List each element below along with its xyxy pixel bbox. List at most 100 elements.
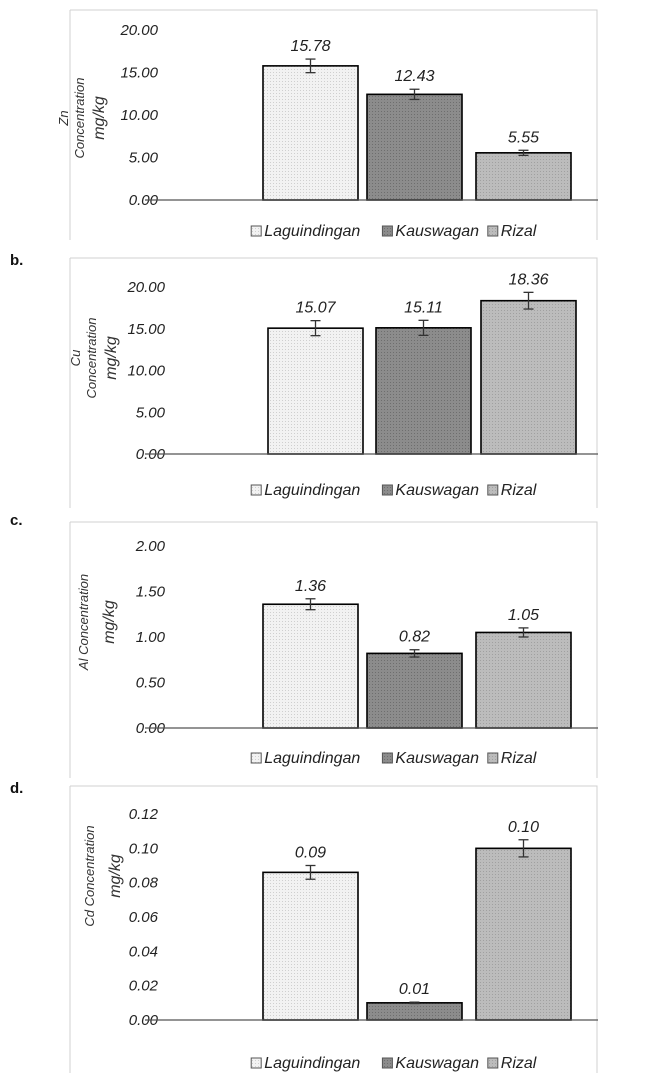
y-tick-label: 2.00 — [135, 538, 166, 555]
data-label: 0.09 — [295, 845, 326, 862]
legend-swatch — [381, 484, 393, 496]
error-bar — [305, 598, 316, 611]
y-tick-label: 10.00 — [127, 363, 165, 380]
legend-entry: Laguindingan — [264, 223, 360, 240]
legend-swatch — [381, 225, 393, 237]
legend-entry: Laguindingan — [264, 482, 360, 499]
y-tick-label: 1.50 — [136, 584, 166, 601]
chart-frame — [70, 9, 598, 240]
y-axis-title: Cd Concentration — [82, 825, 97, 926]
cd-bar-chart: 0.00 0.02 0.04 0.06 0.08 0.10 0.12 Cd Concentra… — [69, 785, 598, 1073]
y-axis-title: mg/kg — [91, 96, 108, 140]
data-label: 0.01 — [399, 981, 430, 998]
data-label: 5.55 — [508, 129, 539, 146]
bar-laguindingan — [262, 65, 359, 201]
error-bar — [409, 1001, 420, 1005]
data-label: 1.36 — [295, 578, 326, 595]
data-label: 1.05 — [508, 607, 539, 624]
y-tick-label: 0.02 — [129, 978, 159, 995]
legend-entry: Laguindingan — [264, 1055, 360, 1072]
chart-frame — [70, 257, 598, 508]
y-axis-title: Al Concentration — [76, 574, 91, 671]
bar-kauswagan — [366, 652, 463, 729]
panel-letter-d: d. — [10, 780, 24, 797]
error-bar — [518, 839, 529, 858]
error-bar — [409, 88, 420, 101]
bar-laguindingan — [262, 603, 359, 729]
legend-swatch — [487, 225, 499, 237]
legend-swatch — [487, 752, 499, 764]
legend-swatch — [381, 1057, 393, 1069]
bar-kauswagan — [366, 93, 463, 201]
y-axis-title: mg/kg — [107, 854, 124, 898]
legend-entry: Rizal — [501, 223, 537, 240]
error-bar — [409, 649, 420, 658]
y-tick-label: 15.00 — [127, 321, 165, 338]
y-tick-label: 0.50 — [136, 675, 166, 692]
bar-rizal — [475, 152, 572, 201]
y-axis-title: Cu — [68, 350, 83, 367]
legend-entry: Rizal — [501, 482, 537, 499]
zn-chart-panel: 0.00 5.00 10.00 15.00 20.00 Zn Concentration mg… — [0, 0, 667, 250]
al-chart-panel: c. 0.00 0.50 1.00 1.50 2.00 Al Concentration m… — [0, 510, 667, 780]
bar-rizal — [475, 631, 572, 729]
y-tick-label: 20.00 — [119, 22, 158, 39]
error-bar — [523, 291, 534, 310]
chart-frame — [70, 521, 598, 778]
y-tick-label: 15.00 — [120, 65, 158, 82]
legend-swatch — [487, 1057, 499, 1069]
data-label: 0.10 — [508, 819, 539, 836]
legend-swatch — [381, 752, 393, 764]
legend-swatch — [250, 225, 262, 237]
data-label: 15.11 — [404, 299, 443, 316]
error-bar — [310, 320, 321, 337]
panel-letter-c: c. — [10, 512, 23, 529]
y-tick-label: 20.00 — [126, 279, 165, 296]
legend-swatch — [250, 484, 262, 496]
error-bar — [305, 58, 316, 74]
data-label: 18.36 — [508, 271, 548, 288]
bar-kauswagan — [366, 1002, 463, 1021]
y-tick-label: 10.00 — [120, 107, 158, 124]
legend: Laguindingan Kauswagan Rizal — [250, 1055, 537, 1072]
cd-chart-panel: d. 0.00 0.02 0.04 0.06 0.08 0.10 0.12 Cd Concen… — [0, 778, 667, 1073]
y-tick-label: 0.10 — [129, 840, 159, 857]
legend-entry: Rizal — [501, 750, 537, 767]
bar-laguindingan — [267, 327, 364, 455]
data-label: 12.43 — [394, 68, 434, 85]
y-tick-label: 0.00 — [129, 1012, 159, 1029]
y-axis-title: Zn — [56, 110, 71, 126]
y-axis-title: mg/kg — [103, 336, 120, 380]
zn-bar-chart: 0.00 5.00 10.00 15.00 20.00 Zn Concentration mg… — [56, 9, 598, 240]
y-tick-label: 0.08 — [129, 875, 159, 892]
bar-laguindingan — [262, 871, 359, 1021]
data-label: 0.82 — [399, 629, 430, 646]
y-tick-label: 1.00 — [136, 629, 166, 646]
y-tick-label: 0.12 — [129, 806, 159, 823]
cu-chart-panel: b. 0.00 5.00 10.00 15.00 20.00 Cu Concentratio… — [0, 250, 667, 512]
y-axis-title: mg/kg — [101, 600, 118, 644]
legend-entry: Kauswagan — [395, 750, 479, 767]
legend-entry: Kauswagan — [395, 482, 479, 499]
data-label: 15.07 — [295, 300, 336, 317]
legend-entry: Rizal — [501, 1055, 537, 1072]
y-axis-title: Concentration — [84, 318, 99, 399]
legend-entry: Laguindingan — [264, 750, 360, 767]
y-tick-label: 0.06 — [129, 909, 159, 926]
y-tick-label: 0.04 — [129, 943, 158, 960]
bar-kauswagan — [375, 327, 472, 455]
bar-rizal — [475, 847, 572, 1021]
legend-swatch — [250, 752, 262, 764]
panel-letter-b: b. — [10, 252, 24, 269]
legend: Laguindingan Kauswagan Rizal — [250, 750, 537, 767]
legend-entry: Kauswagan — [395, 1055, 479, 1072]
y-axis-title: Concentration — [72, 78, 87, 159]
legend-entry: Kauswagan — [395, 223, 479, 240]
y-tick-label: 5.00 — [136, 404, 166, 421]
legend-swatch — [487, 484, 499, 496]
error-bar — [418, 319, 429, 336]
legend: Laguindingan Kauswagan Rizal — [250, 223, 537, 240]
y-tick-label: 0.00 — [129, 192, 159, 209]
